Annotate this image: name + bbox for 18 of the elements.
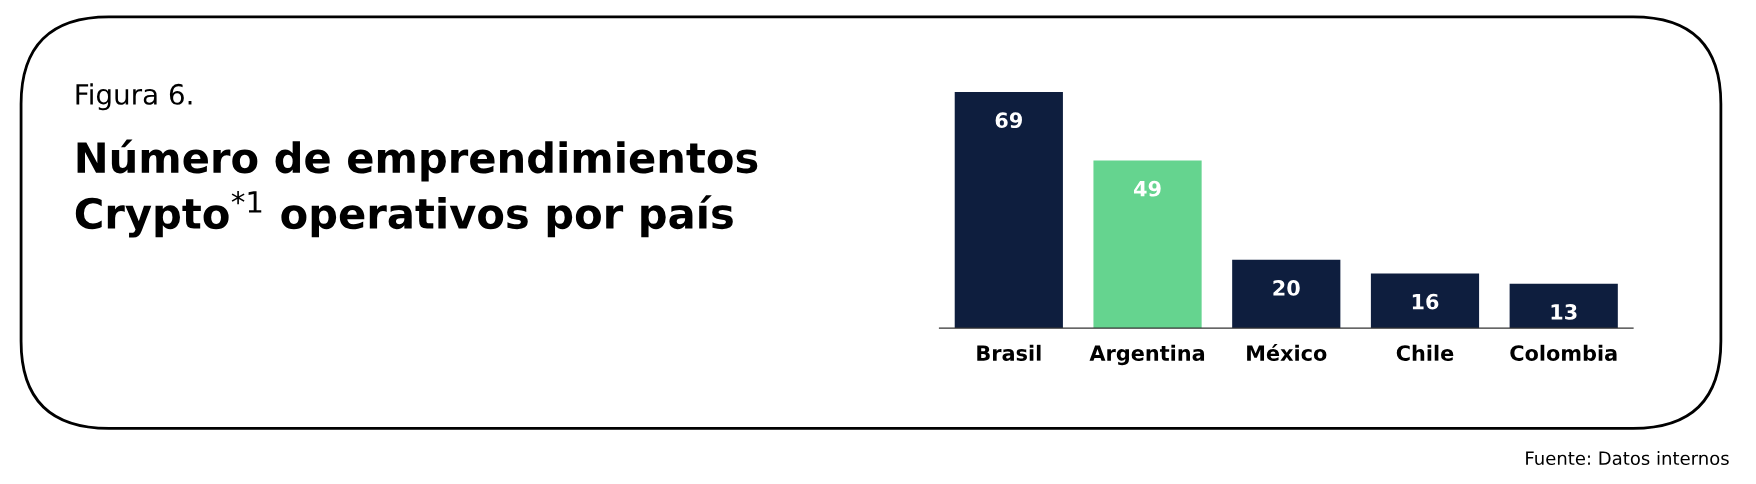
bar <box>954 91 1063 329</box>
text: Número de emprendimientos Crypto$^{*1}$ operativos por país <box>75 139 758 238</box>
x-tick-label: Brasil <box>977 344 1041 361</box>
x-tick-label: Chile <box>1396 344 1454 361</box>
data-label: 16 <box>1412 293 1439 310</box>
data-label: 20 <box>1273 280 1300 296</box>
bar <box>1509 283 1618 329</box>
bar <box>1093 160 1202 329</box>
x-tick-label: Argentina <box>1089 344 1205 366</box>
x-tick-label: Colombia <box>1510 344 1617 361</box>
x-tick-label: México <box>1247 343 1327 361</box>
data-label: 69 <box>995 112 1022 129</box>
data-label: 13 <box>1551 304 1577 320</box>
source-note: Fuente: Datos internos <box>1526 451 1729 466</box>
data-label: 49 <box>1133 180 1161 197</box>
text: Figura 6. <box>76 83 192 111</box>
bar <box>1232 259 1341 329</box>
bar <box>1370 273 1480 329</box>
